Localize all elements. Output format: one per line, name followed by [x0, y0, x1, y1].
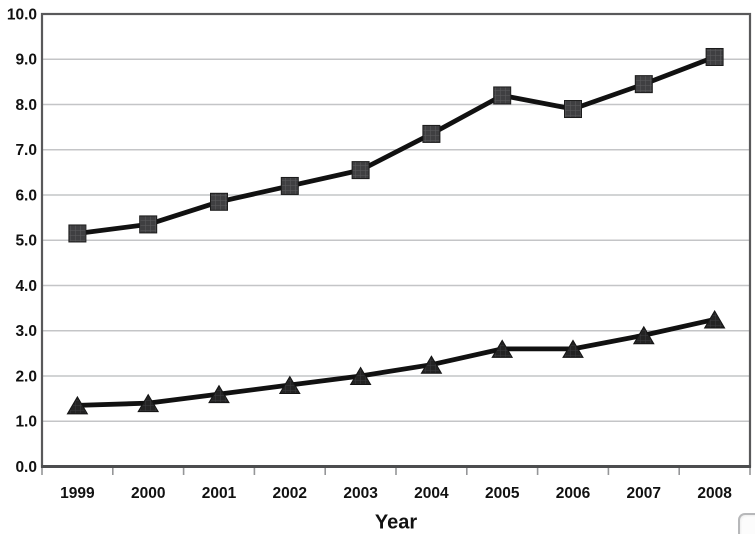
marker-triangle	[703, 309, 726, 329]
marker-triangle	[562, 339, 584, 358]
marker-square	[68, 224, 87, 243]
y-axis-tick-label: 3.0	[15, 323, 37, 340]
marker-triangle	[66, 395, 89, 415]
marker-triangle	[632, 325, 655, 345]
marker-triangle	[278, 375, 301, 395]
x-axis-tick-label: 2006	[556, 485, 591, 502]
marker-triangle	[208, 384, 230, 404]
marker-square	[564, 100, 582, 119]
y-axis-tick-label: 10.0	[7, 6, 37, 23]
x-axis-tick-label: 2004	[414, 485, 449, 502]
x-axis-tick-label: 2002	[273, 485, 307, 502]
marker-square	[493, 86, 512, 105]
x-axis-tick-label: 2005	[485, 485, 520, 502]
cropped-corner-panel[interactable]	[738, 513, 755, 534]
series-line-square	[75, 54, 717, 236]
marker-square	[351, 161, 370, 180]
x-axis-tick-label: 2003	[343, 485, 378, 502]
y-axis-tick-label: 2.0	[15, 368, 37, 385]
marker-square	[705, 47, 724, 66]
y-axis-tick-label: 8.0	[15, 97, 37, 114]
x-axis-title: Year	[375, 512, 417, 534]
x-axis-tick-label: 2001	[202, 485, 237, 502]
marker-triangle	[491, 339, 514, 358]
y-axis-tick-label: 0.0	[15, 459, 37, 476]
y-axis-tick-label: 1.0	[15, 414, 37, 431]
marker-square	[139, 215, 158, 234]
marker-triangle	[349, 366, 372, 385]
y-axis-tick-label: 5.0	[15, 233, 37, 250]
marker-triangle	[137, 393, 160, 413]
y-axis-tick-label: 4.0	[15, 278, 37, 295]
marker-triangle	[420, 355, 443, 374]
marker-square	[634, 75, 653, 94]
x-axis-tick-label: 1999	[60, 485, 95, 502]
x-axis-tick-label: 2008	[697, 485, 732, 502]
x-axis-tick-label: 2007	[627, 485, 661, 502]
series-line-triangle	[75, 317, 717, 408]
marker-square	[280, 176, 299, 195]
marker-square	[422, 124, 441, 143]
y-axis-tick-label: 6.0	[15, 187, 37, 204]
x-axis-tick-label: 2000	[131, 485, 165, 502]
y-axis-tick-label: 7.0	[15, 142, 37, 159]
y-axis-tick-label: 9.0	[15, 52, 37, 69]
marker-square	[210, 192, 228, 211]
